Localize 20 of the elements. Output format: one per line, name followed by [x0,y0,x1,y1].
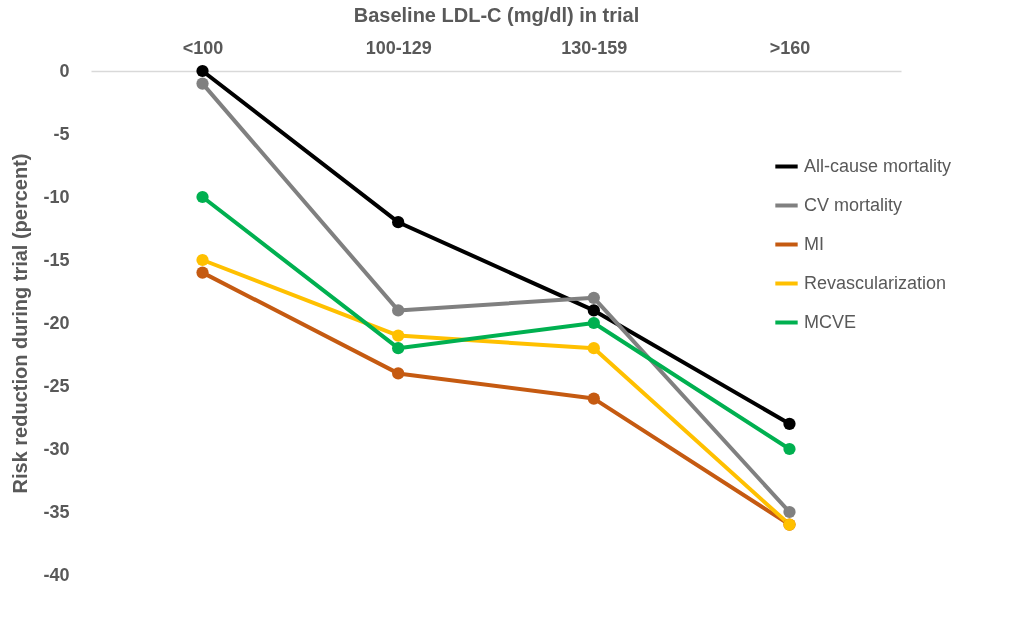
x-axis-title: Baseline LDL-C (mg/dl) in trial [353,3,640,26]
legend-label: MI [804,233,824,254]
y-tick-label: -35 [43,501,70,522]
y-tick-label: -20 [43,312,70,333]
y-tick-label: -10 [43,186,70,207]
legend-label: MCVE [804,311,857,332]
x-tick-label: 130-159 [561,37,628,58]
legend-label: Revascularization [804,272,947,293]
y-axis-title: Risk reduction during trial (percent) [9,153,32,494]
legend-label: CV mortality [804,194,903,215]
x-tick-label: <100 [182,37,224,58]
y-tick-label: -5 [53,123,70,144]
legend-label: All-cause mortality [804,155,952,176]
y-tick-label: -30 [43,438,70,459]
x-tick-label: >160 [769,37,811,58]
y-tick-label: -40 [43,564,70,585]
y-tick-label: -15 [43,249,70,270]
y-tick-label: -25 [43,375,70,396]
x-tick-label: 100-129 [365,37,432,58]
y-tick-label: 0 [59,60,70,81]
